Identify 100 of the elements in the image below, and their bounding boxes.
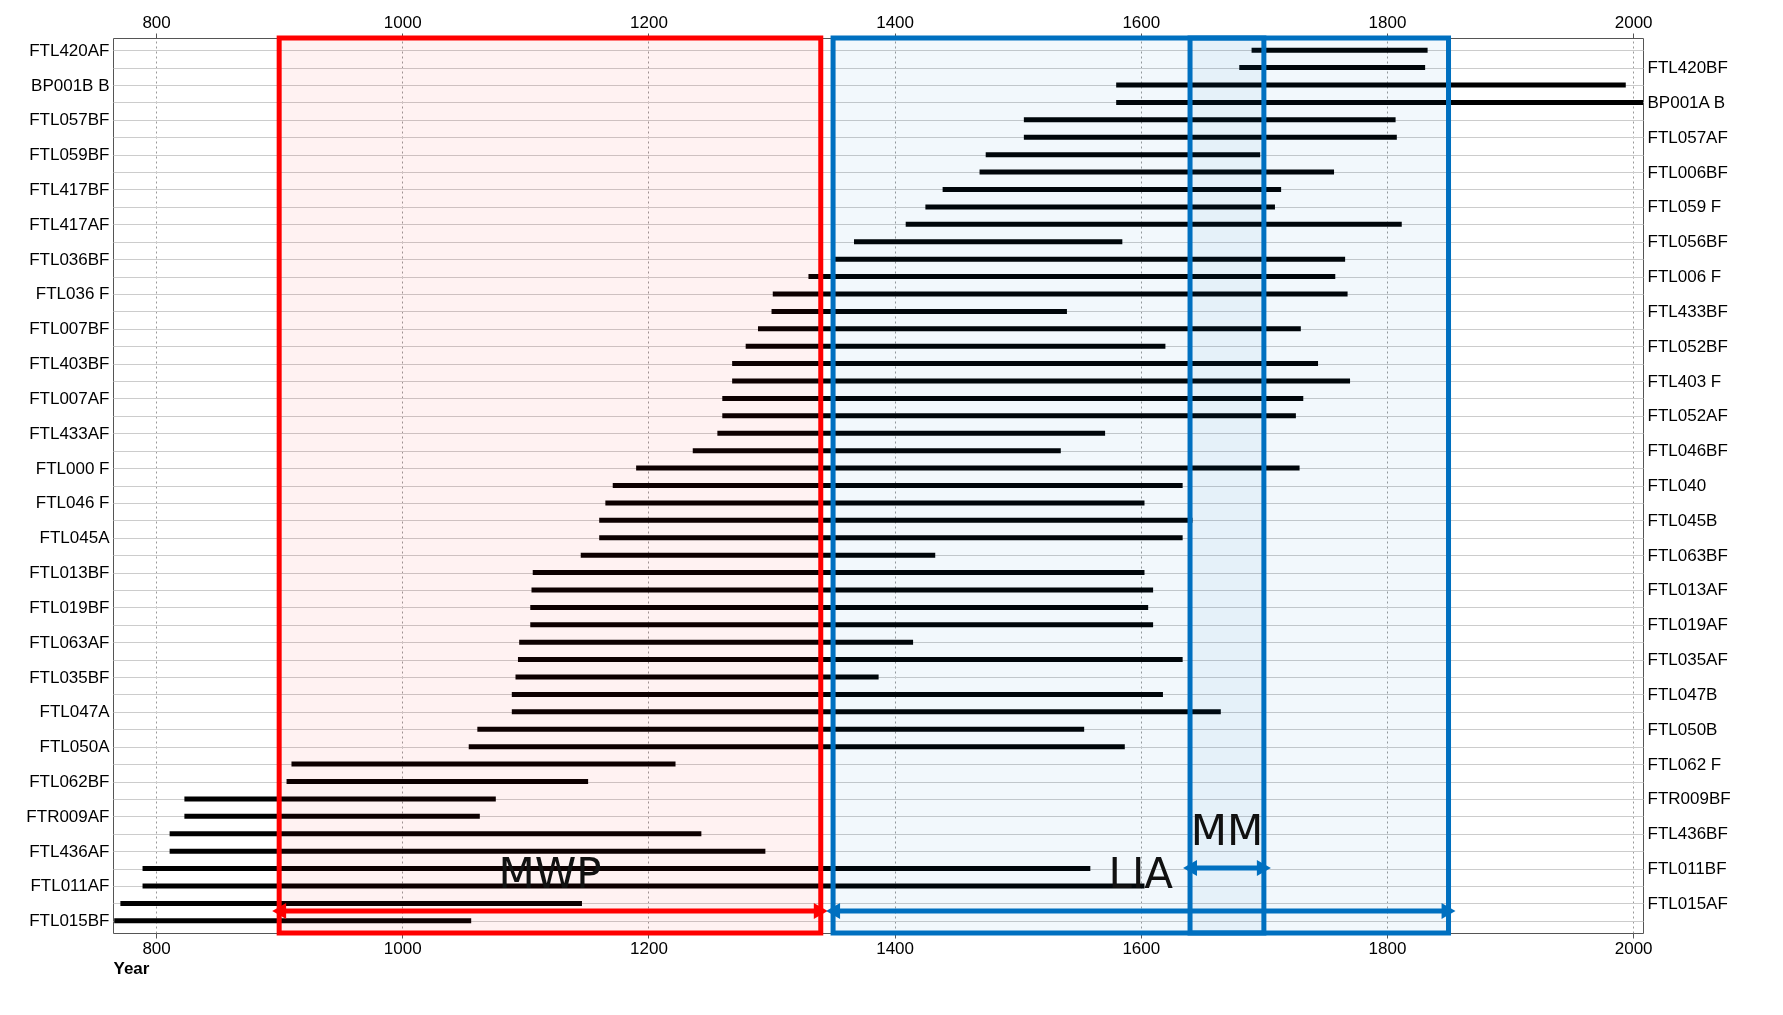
x2-tick-label: 1200 bbox=[630, 12, 668, 32]
y-tick-label: FTL433AF bbox=[29, 423, 110, 443]
bar bbox=[905, 221, 1402, 227]
y-tick-label: FTR009AF bbox=[26, 806, 110, 826]
x-axis-title: Year bbox=[113, 958, 150, 978]
y-tick-label: FTL417AF bbox=[29, 214, 110, 234]
bar bbox=[1023, 134, 1397, 140]
y-tick-label: FTL063AF bbox=[29, 632, 110, 652]
bar bbox=[531, 587, 1154, 593]
y-tick-label: FTL013AF bbox=[1647, 580, 1728, 600]
x-tick-label: 1800 bbox=[1368, 938, 1407, 958]
bar bbox=[942, 186, 1282, 192]
bar bbox=[732, 378, 1351, 384]
bar bbox=[854, 239, 1123, 245]
y-tick-label: FTL000 F bbox=[35, 458, 110, 478]
x-tick-label: 800 bbox=[142, 938, 171, 958]
x2-tick-label: 1000 bbox=[383, 12, 422, 32]
y-tick-label: BP001A B bbox=[1647, 92, 1726, 112]
y-tick-label: FTL019BF bbox=[29, 597, 110, 617]
bar bbox=[1023, 117, 1396, 123]
y-tick-label: FTL015BF bbox=[29, 911, 110, 931]
y-tick-label: BP001B B bbox=[31, 75, 110, 95]
bar bbox=[519, 639, 914, 645]
y-tick-label: FTL050B bbox=[1647, 719, 1718, 739]
bar bbox=[772, 291, 1348, 297]
y-tick-label: FTL040 bbox=[1647, 476, 1707, 495]
bar bbox=[114, 918, 472, 924]
band-label: LIA bbox=[1108, 849, 1174, 898]
y-tick-label: FTL011BF bbox=[1647, 859, 1727, 879]
x2-tick-label: 2000 bbox=[1614, 12, 1653, 32]
y-tick-label: FTL420AF bbox=[29, 40, 110, 60]
bar bbox=[985, 152, 1261, 158]
y-tick-label: FTL059BF bbox=[29, 145, 110, 165]
y-tick-label: FTL052BF bbox=[1647, 336, 1728, 356]
bar bbox=[925, 204, 1275, 210]
y-tick-label: FTL050A bbox=[39, 737, 111, 757]
x2-tick-label: 1600 bbox=[1122, 12, 1161, 32]
y-tick-label: FTL046BF bbox=[1647, 441, 1728, 461]
bar bbox=[511, 709, 1221, 715]
y-tick-label: FTL047A bbox=[39, 702, 111, 722]
bar bbox=[599, 535, 1183, 541]
y-tick-label: FTR009BF bbox=[1647, 789, 1731, 809]
y-tick-label: FTL056BF bbox=[1647, 232, 1728, 252]
bar bbox=[757, 326, 1301, 332]
y-tick-label: FTL006BF bbox=[1647, 162, 1728, 182]
bar bbox=[599, 517, 1193, 523]
y-tick-label: FTL035BF bbox=[29, 667, 110, 687]
x2-tick-label: 1400 bbox=[876, 12, 915, 32]
bar bbox=[1251, 47, 1428, 53]
bar bbox=[808, 274, 1336, 280]
y-tick-label: FTL052AF bbox=[1647, 406, 1728, 426]
y-tick-label: FTL007BF bbox=[29, 319, 110, 339]
bar bbox=[169, 848, 766, 854]
y-tick-label: FTL436AF bbox=[29, 841, 110, 861]
bar bbox=[745, 343, 1166, 349]
x-tick-label: 1200 bbox=[630, 938, 668, 958]
bar bbox=[722, 395, 1304, 401]
y-tick-label: FTL057BF bbox=[29, 110, 110, 130]
y-tick-label: FTL062BF bbox=[29, 772, 110, 792]
bar bbox=[468, 744, 1125, 750]
y-tick-label: FTL045A bbox=[39, 528, 111, 548]
bar bbox=[580, 552, 936, 558]
band-label: MM bbox=[1190, 806, 1264, 855]
bar bbox=[532, 570, 1145, 576]
y-tick-label: FTL436BF bbox=[1647, 824, 1728, 844]
y-tick-label: FTL007AF bbox=[29, 388, 110, 408]
y-tick-label: FTL420BF bbox=[1647, 58, 1728, 78]
x-tick-label: 1400 bbox=[876, 938, 915, 958]
y-tick-label: FTL063BF bbox=[1647, 545, 1728, 565]
bar bbox=[722, 413, 1296, 419]
bar bbox=[169, 831, 702, 837]
bar bbox=[530, 622, 1154, 628]
x-tick-label: 2000 bbox=[1614, 938, 1653, 958]
bar bbox=[511, 691, 1163, 697]
bar bbox=[184, 796, 496, 802]
y-tick-label: FTL403BF bbox=[29, 354, 110, 374]
bar bbox=[517, 657, 1183, 663]
bar bbox=[530, 604, 1149, 610]
y-tick-label: FTL062 F bbox=[1647, 754, 1722, 774]
y-tick-label: FTL046 F bbox=[35, 493, 110, 513]
bar bbox=[291, 761, 676, 767]
y-tick-label: FTL047B bbox=[1647, 684, 1718, 704]
y-tick-label: FTL036 F bbox=[35, 284, 110, 304]
y-tick-label: FTL036BF bbox=[29, 249, 110, 269]
y-tick-label: FTL059 F bbox=[1647, 197, 1722, 217]
x-tick-label: 1600 bbox=[1122, 938, 1161, 958]
bar bbox=[771, 308, 1067, 314]
bar bbox=[605, 500, 1145, 506]
y-tick-label: FTL433BF bbox=[1647, 301, 1728, 321]
bar bbox=[692, 448, 1061, 454]
y-tick-label: FTL045B bbox=[1647, 510, 1718, 530]
bar bbox=[477, 726, 1085, 732]
x2-tick-label: 800 bbox=[142, 12, 171, 32]
bar bbox=[636, 465, 1300, 471]
y-tick-label: FTL417BF bbox=[29, 179, 110, 199]
x2-tick-label: 1800 bbox=[1368, 12, 1407, 32]
y-tick-label: FTL019AF bbox=[1647, 615, 1728, 635]
x-tick-label: 1000 bbox=[383, 938, 422, 958]
bar bbox=[732, 361, 1319, 367]
bar bbox=[979, 169, 1335, 175]
